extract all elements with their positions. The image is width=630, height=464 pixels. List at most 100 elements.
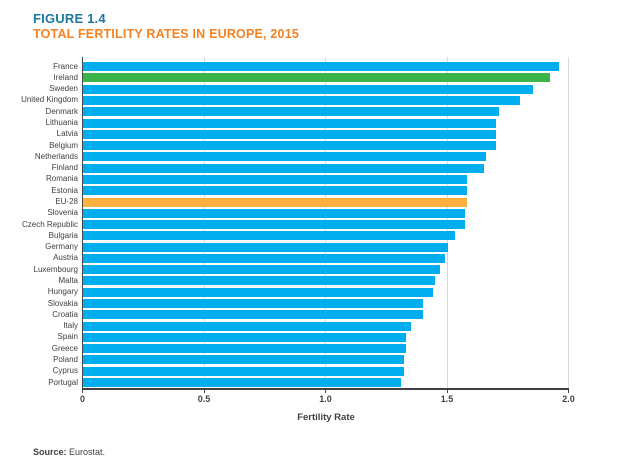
bar-italy <box>83 321 412 331</box>
bar-slovenia <box>83 208 465 218</box>
label-text: Austria <box>53 253 78 263</box>
label-text: Slovenia <box>47 208 78 218</box>
tick-label-1.5: 1.5 <box>440 394 454 404</box>
label-text: United Kingdom <box>21 95 78 105</box>
bar-slovakia <box>83 299 424 309</box>
bar-spain <box>83 332 407 342</box>
source-note: Source: Eurostat. <box>33 447 105 457</box>
label-text: Lithuania <box>45 118 78 128</box>
source-label: Source: <box>33 447 67 457</box>
label-text: Belgium <box>49 140 78 150</box>
label-text: Luxembourg <box>33 264 78 274</box>
bar-austria <box>83 253 446 263</box>
bar-row-greece <box>83 343 569 354</box>
bar-poland <box>83 355 404 365</box>
label-text: Cyprus <box>52 366 78 376</box>
bar-romania <box>83 174 467 184</box>
label-text: Bulgaria <box>48 230 78 240</box>
plot-area <box>82 57 569 388</box>
bar-netherlands <box>83 152 487 162</box>
bar-row-latvia <box>83 129 569 140</box>
label-luxembourg: Luxembourg <box>0 264 78 275</box>
bar-row-bulgaria <box>83 230 569 241</box>
label-poland: Poland <box>0 354 78 365</box>
label-lithuania: Lithuania <box>0 117 78 128</box>
bar-series <box>83 61 569 388</box>
label-text: Italy <box>63 321 78 331</box>
bar-eu-28 <box>83 197 467 207</box>
label-sweden: Sweden <box>0 84 78 95</box>
label-text: Poland <box>53 354 78 364</box>
bar-row-france <box>83 61 569 72</box>
label-croatia: Croatia <box>0 309 78 320</box>
bar-row-czech-republic <box>83 219 569 230</box>
label-united-kingdom: United Kingdom <box>0 95 78 106</box>
category-axis-labels: France Ireland Sweden United Kingdom Denmark… <box>0 61 78 388</box>
bar-latvia <box>83 129 497 139</box>
label-eu-28: EU-28 <box>0 196 78 207</box>
label-text: Latvia <box>56 129 78 139</box>
label-spain: Spain <box>0 332 78 343</box>
tick-1.0 <box>325 390 326 393</box>
bar-france <box>83 62 560 72</box>
label-portugal: Portugal <box>0 377 78 388</box>
bar-row-belgium <box>83 140 569 151</box>
bar-greece <box>83 344 407 354</box>
label-text: Croatia <box>52 309 78 319</box>
label-bulgaria: Bulgaria <box>0 230 78 241</box>
label-text: France <box>53 61 78 71</box>
label-text: Czech Republic <box>21 219 78 229</box>
bar-bulgaria <box>83 231 455 241</box>
label-text: Netherlands <box>34 151 78 161</box>
tick-label-0: 0 <box>79 394 86 404</box>
bar-row-italy <box>83 320 569 331</box>
bar-row-eu-28 <box>83 196 569 207</box>
bar-malta <box>83 276 436 286</box>
bar-cyprus <box>83 366 404 376</box>
label-netherlands: Netherlands <box>0 151 78 162</box>
bar-row-denmark <box>83 106 569 117</box>
label-slovenia: Slovenia <box>0 208 78 219</box>
tick-0 <box>82 390 83 393</box>
label-hungary: Hungary <box>0 287 78 298</box>
bar-estonia <box>83 186 467 196</box>
label-finland: Finland <box>0 163 78 174</box>
label-estonia: Estonia <box>0 185 78 196</box>
label-belgium: Belgium <box>0 140 78 151</box>
bar-row-cyprus <box>83 366 569 377</box>
bar-hungary <box>83 287 433 297</box>
label-text: Estonia <box>51 185 78 195</box>
x-axis-line <box>82 388 569 390</box>
bar-germany <box>83 242 448 252</box>
bar-row-lithuania <box>83 117 569 128</box>
bar-row-ireland <box>83 72 569 83</box>
label-slovakia: Slovakia <box>0 298 78 309</box>
label-ireland: Ireland <box>0 72 78 83</box>
bar-row-portugal <box>83 377 569 388</box>
tick-label-2.0: 2.0 <box>562 394 575 404</box>
bar-row-hungary <box>83 287 569 298</box>
bar-row-slovenia <box>83 208 569 219</box>
label-malta: Malta <box>0 275 78 286</box>
bar-row-sweden <box>83 84 569 95</box>
bar-belgium <box>83 141 497 151</box>
bar-row-estonia <box>83 185 569 196</box>
label-latvia: Latvia <box>0 129 78 140</box>
label-cyprus: Cyprus <box>0 366 78 377</box>
bar-finland <box>83 163 484 173</box>
label-romania: Romania <box>0 174 78 185</box>
label-text: Ireland <box>53 72 78 82</box>
bar-row-croatia <box>83 309 569 320</box>
label-text: Malta <box>58 275 78 285</box>
bar-row-malta <box>83 275 569 286</box>
label-austria: Austria <box>0 253 78 264</box>
label-germany: Germany <box>0 242 78 253</box>
bar-ireland <box>83 73 550 83</box>
bar-sweden <box>83 84 533 94</box>
bar-czech-republic <box>83 220 465 230</box>
label-text: Finland <box>51 163 78 173</box>
figure-number: FIGURE 1.4 <box>33 11 106 26</box>
label-text: Denmark <box>45 106 78 116</box>
